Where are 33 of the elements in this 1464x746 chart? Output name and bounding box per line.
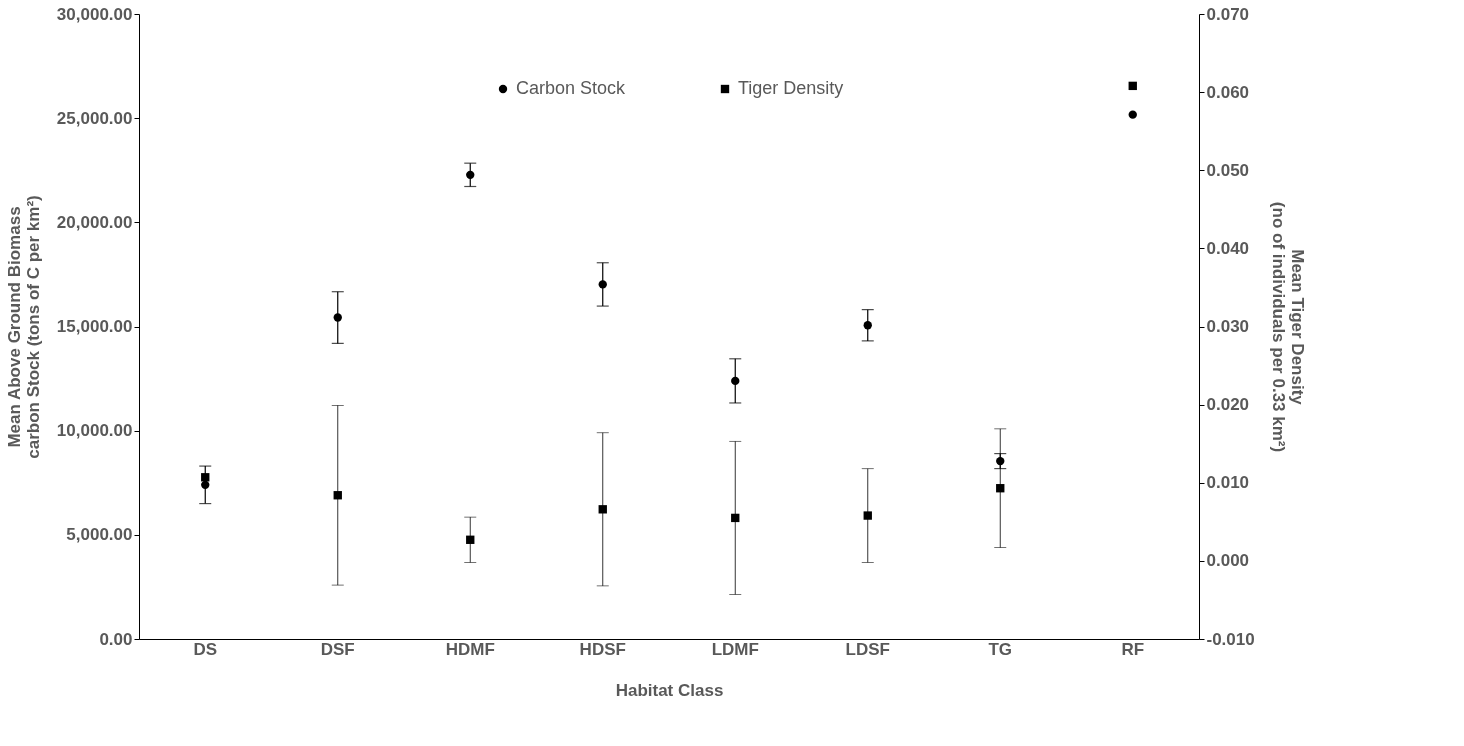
y2-axis-title: Mean Tiger Density (no of individuals per 0.33 km²) <box>1268 201 1307 453</box>
x-axis-title: Habitat Class <box>615 680 724 700</box>
point <box>201 473 210 482</box>
x-tick-label: RF <box>1121 639 1145 659</box>
y-tick-label: 25,000.00 <box>56 108 133 128</box>
legend-label: Tiger Density <box>738 78 844 98</box>
legend-label: Carbon Stock <box>516 78 627 98</box>
y2-tick-label: 0.010 <box>1206 473 1250 493</box>
y2-tick-label: 0.070 <box>1206 4 1250 24</box>
x-tick-label: TG <box>988 639 1013 659</box>
y2-tick-label: -0.010 <box>1206 629 1255 649</box>
y-tick-label: 15,000.00 <box>56 317 133 336</box>
y2-tick-label: 0.020 <box>1206 395 1250 415</box>
x-tick-label: LDSF <box>845 639 890 659</box>
y-tick-label: 20,000.00 <box>56 212 133 232</box>
x-tick-label: HDMF <box>445 639 495 659</box>
x-tick-label: LDMF <box>711 639 759 659</box>
point <box>863 511 872 520</box>
point <box>1128 110 1137 119</box>
y2-tick-label: 0.030 <box>1206 317 1250 336</box>
y-tick-label: 10,000.00 <box>56 421 133 441</box>
x-tick-label: DSF <box>320 639 355 659</box>
y-tick-label: 30,000.00 <box>56 4 133 24</box>
y2-tick-label: 0.040 <box>1206 238 1250 258</box>
x-tick-label: DS <box>193 639 218 659</box>
y2-tick-label: 0.000 <box>1206 551 1250 571</box>
y-tick-label: 0.00 <box>99 629 133 649</box>
y2-tick-label: 0.060 <box>1206 82 1250 102</box>
y-tick-label: 5,000.00 <box>66 525 133 545</box>
y-axis-title: Mean Above Ground Biomass carbon Stock (tons of C per km²) <box>4 195 43 459</box>
x-tick-label: HDSF <box>579 639 626 659</box>
y2-tick-label: 0.050 <box>1206 160 1250 180</box>
point <box>1128 81 1137 91</box>
